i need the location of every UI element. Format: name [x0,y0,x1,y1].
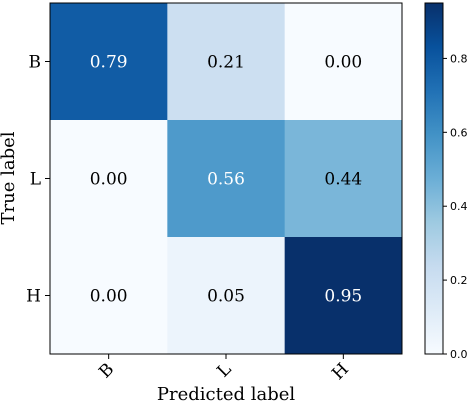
heatmap-cell [50,120,168,238]
heatmap-cell [284,237,403,355]
y-tick-label: L [30,170,41,190]
heatmap-cell [284,120,403,238]
y-axis-title: True label [0,131,19,224]
x-axis-title: Predicted label [157,384,296,405]
cell-value-label: 0.95 [324,287,362,307]
cell-value-label: 0.05 [207,287,245,307]
x-tick-label: L [213,359,235,381]
y-tick-label: H [26,287,41,307]
heatmap-cell [50,237,168,355]
colorbar-ticks: 0.0 0.2 0.4 0.6 0.8 [443,52,468,361]
colorbar-tick-label: 0.8 [450,52,468,65]
y-tick-label: B [29,53,42,73]
colorbar-tick-label: 0.6 [450,126,468,139]
cell-value-label: 0.21 [207,53,245,73]
cell-value-label: 0.44 [324,170,362,190]
colorbar [424,2,444,355]
colorbar-tick-label: 0.0 [450,348,468,361]
x-tick-label: H [328,359,353,384]
heatmap-cell [167,237,286,355]
colorbar-tick-label: 0.2 [450,274,468,287]
cell-value-label: 0.00 [90,170,128,190]
y-axis-ticks: B L H [26,53,50,307]
cell-value-label: 0.79 [90,53,128,73]
heatmap-cell [167,120,286,238]
heatmap-cell [167,3,286,121]
x-tick-label: B [95,359,118,382]
cell-value-label: 0.56 [207,170,245,190]
heatmap-cell [284,3,403,121]
cell-value-label: 0.00 [90,287,128,307]
colorbar-tick-label: 0.4 [450,200,468,213]
heatmap-cells: 0.79 0.21 0.00 0.00 0.56 0.44 0.00 0.05 0.95 [50,3,403,355]
heatmap-cell [50,3,168,121]
cell-value-label: 0.00 [324,53,362,73]
